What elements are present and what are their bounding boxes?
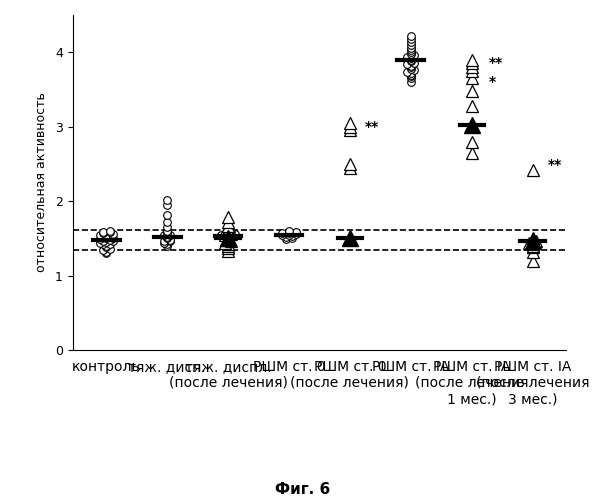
- Text: *: *: [489, 75, 496, 89]
- Text: Фиг. 6: Фиг. 6: [275, 482, 331, 498]
- Y-axis label: относительная активность: относительная активность: [35, 92, 48, 272]
- Text: **: **: [365, 120, 379, 134]
- Text: **: **: [548, 158, 562, 172]
- Text: **: **: [489, 56, 503, 70]
